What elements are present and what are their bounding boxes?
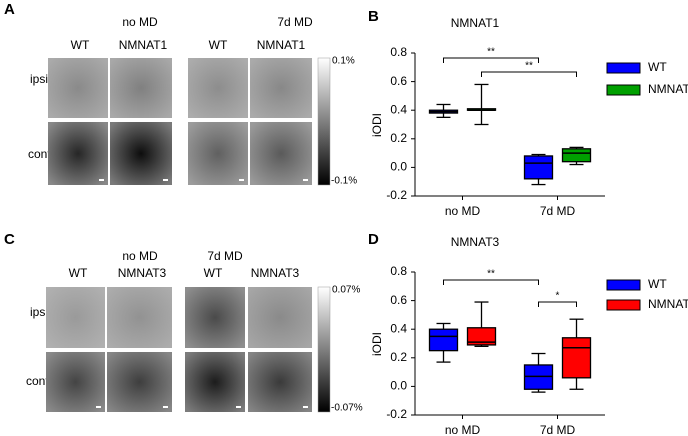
legend-label: WT (648, 277, 667, 291)
y-tick-label: 0.8 (390, 264, 407, 278)
x-tick-label: 7d MD (540, 423, 576, 436)
chart-title: NMNAT1 (451, 16, 500, 30)
x-tick-label: no MD (445, 423, 481, 436)
box (561, 337, 592, 379)
colorbar (317, 286, 331, 413)
significance-bracket (481, 71, 577, 77)
column-label: NMNAT1 (119, 38, 168, 52)
x-tick-label: 7d MD (540, 204, 576, 218)
colorbar-max: 0.1% (332, 56, 355, 67)
image-tile (48, 58, 108, 118)
x-tick-label: no MD (445, 204, 481, 218)
panel-letter: B (368, 8, 379, 25)
y-tick-label: 0.0 (390, 160, 407, 174)
colorbar-min: -0.07% (331, 403, 363, 414)
y-tick-label: -0.2 (386, 407, 407, 421)
chart-title: NMNAT3 (451, 235, 500, 249)
column-label: WT (209, 38, 228, 52)
box (466, 327, 497, 346)
significance-bracket (443, 57, 539, 63)
group-label: no MD (122, 15, 158, 29)
y-tick-label: 0.6 (390, 74, 407, 88)
box (561, 148, 592, 163)
legend-swatch (606, 299, 641, 311)
legend-label: NMNAT1 (648, 82, 688, 96)
image-tile (110, 122, 172, 185)
image-tile (107, 352, 172, 412)
legend-swatch (606, 279, 641, 291)
image-tile (248, 287, 312, 348)
y-tick-label: 0.0 (390, 379, 407, 393)
y-tick-label: 0.2 (390, 131, 407, 145)
image-tile (250, 122, 312, 185)
significance-bracket (538, 301, 577, 307)
panel-letter: D (368, 231, 379, 248)
y-tick-label: 0.8 (390, 45, 407, 59)
image-tile (110, 58, 172, 118)
image-tile (185, 287, 245, 348)
image-tile (185, 352, 245, 412)
image-tile (46, 287, 105, 348)
image-tile (107, 287, 172, 348)
image-tile (250, 58, 312, 118)
row-label: ipsi (30, 72, 48, 86)
box (428, 328, 459, 352)
image-tile (248, 352, 312, 412)
column-label: WT (204, 266, 223, 280)
y-tick-label: 0.4 (390, 321, 407, 335)
panel-letter: A (4, 1, 15, 18)
image-tile (188, 58, 248, 118)
legend-swatch (606, 84, 641, 96)
column-label: NMNAT3 (118, 266, 167, 280)
column-label: NMNAT1 (257, 38, 306, 52)
column-label: WT (69, 266, 88, 280)
image-tile (48, 122, 108, 185)
significance-label: ** (525, 61, 533, 72)
column-label: NMNAT3 (251, 266, 300, 280)
box (523, 155, 554, 180)
panel-letter: C (4, 231, 15, 248)
y-tick-label: 0.6 (390, 293, 407, 307)
y-axis-label: iODI (370, 113, 384, 137)
legend-label: WT (648, 60, 667, 74)
colorbar-max: 0.07% (332, 285, 360, 296)
significance-label: ** (487, 47, 495, 58)
significance-label: ** (487, 269, 495, 280)
image-tile (46, 352, 105, 412)
significance-label: * (556, 291, 560, 302)
group-label: 7d MD (207, 249, 243, 263)
image-tile (188, 122, 248, 185)
legend-swatch (606, 62, 641, 74)
column-label: WT (71, 38, 90, 52)
significance-bracket (443, 279, 539, 285)
y-tick-label: 0.2 (390, 350, 407, 364)
group-label: no MD (122, 249, 158, 263)
legend-label: NMNAT3 (648, 297, 688, 311)
y-tick-label: 0.4 (390, 102, 407, 116)
colorbar-min: -0.1% (331, 176, 357, 187)
y-tick-label: -0.2 (386, 188, 407, 202)
y-axis-label: iODI (370, 332, 384, 356)
row-label: ipsi (30, 305, 48, 319)
group-label: 7d MD (277, 15, 313, 29)
colorbar (317, 57, 331, 186)
